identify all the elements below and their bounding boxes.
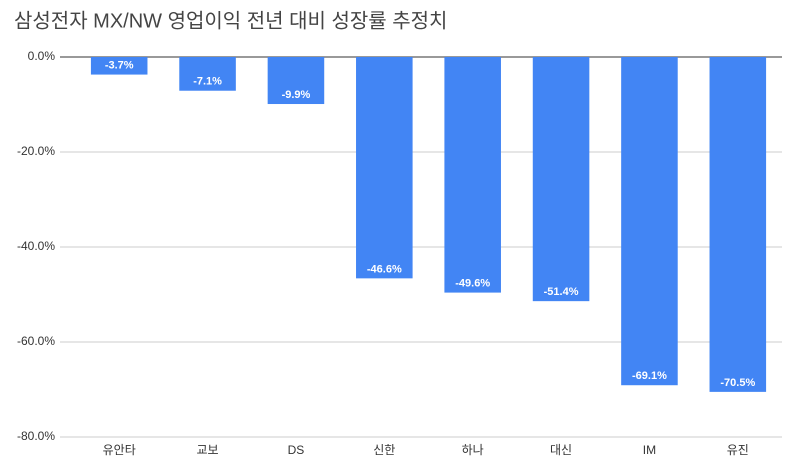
x-tick-label: 유안타 bbox=[103, 443, 136, 457]
value-label: -46.6% bbox=[367, 263, 402, 275]
value-label: -49.6% bbox=[455, 278, 490, 290]
x-tick-label: DS bbox=[288, 443, 305, 457]
value-label: -9.9% bbox=[282, 89, 311, 101]
y-tick-label: 0.0% bbox=[28, 49, 56, 63]
value-label: -3.7% bbox=[105, 59, 134, 71]
bar bbox=[90, 57, 148, 75]
y-tick-label: -20.0% bbox=[17, 144, 55, 158]
bar bbox=[532, 57, 590, 302]
value-label: -7.1% bbox=[193, 76, 222, 88]
bar bbox=[179, 57, 236, 91]
x-tick-label: 대신 bbox=[550, 443, 572, 457]
x-tick-label: 하나 bbox=[462, 443, 484, 457]
bar bbox=[444, 57, 501, 293]
x-tick-label: 교보 bbox=[197, 443, 219, 457]
bar bbox=[267, 57, 325, 105]
y-tick-label: -60.0% bbox=[17, 334, 55, 348]
value-label: -69.1% bbox=[632, 370, 667, 382]
bar bbox=[621, 57, 678, 386]
value-label: -70.5% bbox=[720, 377, 755, 389]
x-tick-label: IM bbox=[643, 443, 656, 457]
value-label: -51.4% bbox=[544, 286, 579, 298]
chart-title: 삼성전자 MX/NW 영업이익 전년 대비 성장률 추정치 bbox=[14, 9, 447, 32]
y-tick-label: -40.0% bbox=[17, 239, 55, 253]
y-tick-label: -80.0% bbox=[17, 429, 55, 443]
x-tick-label: 신한 bbox=[373, 443, 395, 457]
x-tick-label: 유진 bbox=[727, 443, 749, 457]
bar bbox=[356, 57, 413, 279]
bar bbox=[709, 57, 767, 392]
